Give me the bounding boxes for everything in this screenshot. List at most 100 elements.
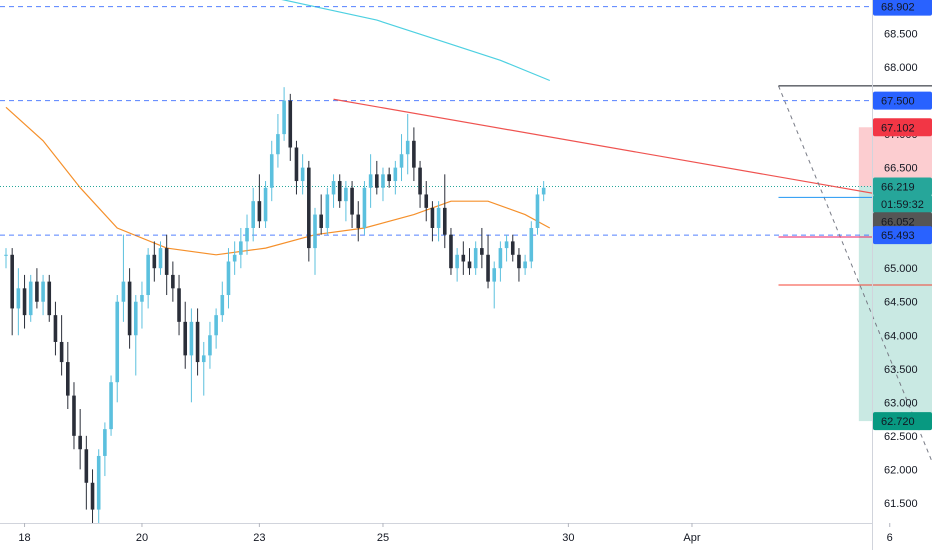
sma-path <box>281 0 551 82</box>
price-label-box <box>873 194 932 213</box>
candle-body <box>109 382 113 430</box>
time-axis[interactable]: 1820232530Apr6813 <box>0 523 932 544</box>
candle-body <box>498 248 503 269</box>
candle-body <box>350 187 354 215</box>
candle-body <box>28 281 33 316</box>
candle-body <box>331 181 336 195</box>
candle-body <box>313 214 317 249</box>
candle-body <box>269 154 274 188</box>
candle-body <box>121 281 126 302</box>
candle-body <box>399 154 404 168</box>
y-tick-label: 68.000 <box>884 62 918 74</box>
candle-body <box>449 234 453 269</box>
stop-loss-zone <box>858 127 932 187</box>
y-tick-label: 66.500 <box>884 163 918 175</box>
y-tick-label: 62.000 <box>884 464 918 476</box>
x-tick-label: Apr <box>683 532 700 544</box>
candle-body <box>245 227 249 242</box>
x-tick-label: 6 <box>887 532 893 544</box>
price-label-text: 66.219 <box>881 181 915 193</box>
y-tick-label: 68.500 <box>884 29 918 41</box>
candle-body <box>356 214 361 228</box>
price-label-text: 67.500 <box>881 96 915 108</box>
candle-body <box>208 335 212 356</box>
candle-body <box>152 254 157 269</box>
y-tick-label: 62.500 <box>884 431 918 443</box>
candle-body <box>189 321 194 356</box>
candle-body <box>307 167 311 249</box>
x-tick-label: 30 <box>562 532 574 544</box>
price-label-text: 68.902 <box>881 2 915 14</box>
candle-body <box>90 482 95 510</box>
candle-body <box>146 254 150 296</box>
candle-body <box>276 134 280 155</box>
candle-body <box>424 194 429 208</box>
candle-body <box>387 174 391 182</box>
candle-body <box>59 341 64 363</box>
x-tick-label: 20 <box>136 532 148 544</box>
candle-body <box>473 248 478 269</box>
candle-body <box>294 147 299 182</box>
y-tick-label: 65.000 <box>884 263 918 275</box>
candle-body <box>368 174 373 188</box>
candle-body <box>467 261 472 269</box>
candle-body <box>282 100 286 135</box>
candle-body <box>375 174 379 188</box>
candle-body <box>183 321 188 356</box>
candle-body <box>16 288 21 309</box>
price-axis-labels: 68.902 67.500 67.102 66.219 01:59:32 66.052 65… <box>873 0 932 431</box>
candle-body <box>455 254 459 269</box>
candle-body <box>393 167 398 182</box>
candle-body <box>362 187 367 228</box>
ema-path <box>5 106 551 256</box>
candle-body <box>239 241 243 255</box>
candle-body <box>263 187 268 222</box>
candle-body <box>140 295 144 302</box>
candle-body <box>78 435 82 450</box>
y-tick-label: 63.000 <box>884 397 918 409</box>
price-label-text: 65.493 <box>881 230 915 242</box>
candle-body <box>492 268 497 282</box>
candle-body <box>177 288 181 322</box>
price-label-box <box>873 412 932 431</box>
candle-body <box>35 281 39 302</box>
candle-body <box>344 187 348 202</box>
candlestick-series <box>4 87 546 523</box>
y-tick-label: 63.500 <box>884 364 918 376</box>
candle-body <box>535 194 540 228</box>
candle-body <box>325 194 330 228</box>
candle-body <box>541 187 546 195</box>
candle-body <box>84 449 89 483</box>
candle-body <box>288 100 293 148</box>
candle-body <box>510 241 515 255</box>
x-tick-label: 25 <box>377 532 389 544</box>
candle-body <box>171 274 175 289</box>
candle-body <box>53 315 58 342</box>
price-label-text: 66.052 <box>881 216 915 228</box>
candle-body <box>164 248 169 275</box>
price-label-text: 67.102 <box>881 122 915 134</box>
candle-body <box>47 281 52 316</box>
candle-body <box>127 281 132 336</box>
candle-body <box>103 429 107 456</box>
trend-line-path <box>333 98 932 205</box>
x-tick-label: 18 <box>18 532 30 544</box>
candle-body <box>10 254 14 309</box>
y-tick-label: 61.500 <box>884 498 918 510</box>
candle-body <box>251 201 255 228</box>
candle-body <box>4 254 8 256</box>
candle-body <box>72 395 76 436</box>
candle-body <box>214 315 218 336</box>
trend-line[interactable] <box>333 98 932 220</box>
candle-body <box>201 355 206 363</box>
candle-body <box>405 140 410 155</box>
candle-body <box>418 167 422 195</box>
horizontal-levels[interactable] <box>0 6 872 236</box>
price-label-text: 62.720 <box>881 416 915 428</box>
candle-body <box>41 281 45 302</box>
price-label-box <box>873 91 932 110</box>
candle-body <box>442 207 447 235</box>
candle-body <box>430 207 435 228</box>
candle-body <box>436 207 441 228</box>
